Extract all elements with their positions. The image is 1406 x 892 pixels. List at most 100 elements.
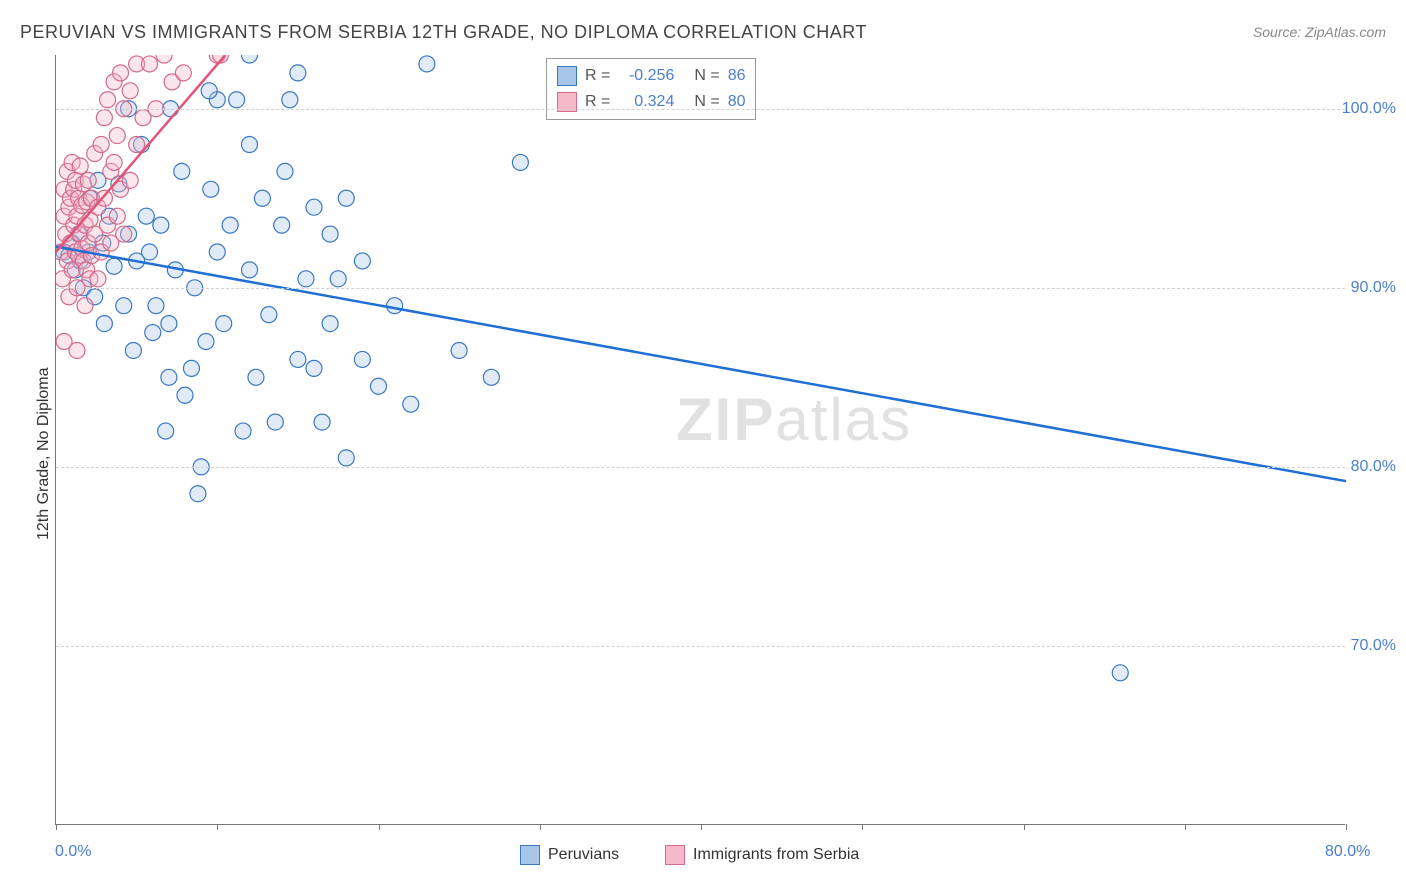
data-point [209, 244, 225, 260]
data-point [403, 396, 419, 412]
data-point [242, 262, 258, 278]
y-tick-label: 100.0% [1342, 100, 1396, 118]
x-tick [862, 824, 863, 830]
data-point [330, 271, 346, 287]
x-tick [379, 824, 380, 830]
data-point [354, 253, 370, 269]
data-point [235, 423, 251, 439]
data-point [158, 423, 174, 439]
trend-line [56, 247, 1346, 482]
legend-row: R = -0.256 N = 86 [557, 63, 745, 89]
data-point [148, 298, 164, 314]
data-point [1112, 665, 1128, 681]
data-point [277, 163, 293, 179]
data-point [201, 83, 217, 99]
data-point [138, 208, 154, 224]
data-point [190, 486, 206, 502]
y-tick-label: 80.0% [1351, 458, 1396, 476]
legend-r-value: -0.256 [618, 67, 674, 85]
gridline-h [56, 467, 1345, 468]
correlation-legend: R = -0.256 N = 86 R = 0.324N =80 [546, 58, 756, 120]
data-point [125, 342, 141, 358]
data-point [153, 217, 169, 233]
data-point [338, 190, 354, 206]
data-point [203, 181, 219, 197]
source-attribution: Source: ZipAtlas.com [1253, 24, 1386, 40]
data-point [216, 316, 232, 332]
data-point [282, 92, 298, 108]
y-tick-label: 90.0% [1351, 279, 1396, 297]
data-point [274, 217, 290, 233]
gridline-h [56, 109, 1345, 110]
data-point [116, 226, 132, 242]
plot-area: ZIPatlas R =-0.256N =86R = 0.324N =80 [55, 55, 1345, 825]
data-point [322, 226, 338, 242]
data-point [96, 110, 112, 126]
data-point [512, 154, 528, 170]
legend-item: Peruvians [520, 845, 619, 865]
data-point [222, 217, 238, 233]
data-point [77, 298, 93, 314]
data-point [254, 190, 270, 206]
data-point [142, 244, 158, 260]
data-point [387, 298, 403, 314]
data-point [451, 342, 467, 358]
data-point [156, 55, 172, 63]
data-point [72, 158, 88, 174]
data-point [90, 271, 106, 287]
data-point [80, 172, 96, 188]
data-point [483, 369, 499, 385]
legend-item: Immigrants from Serbia [665, 845, 859, 865]
data-point [290, 65, 306, 81]
data-point [314, 414, 330, 430]
data-point [248, 369, 264, 385]
x-tick [56, 824, 57, 830]
x-tick [1024, 824, 1025, 830]
data-point [175, 65, 191, 81]
x-tick [701, 824, 702, 830]
data-point [242, 55, 258, 63]
legend-label: Immigrants from Serbia [693, 846, 859, 864]
gridline-h [56, 646, 1345, 647]
x-tick-label: 80.0% [1325, 843, 1370, 861]
data-point [161, 316, 177, 332]
legend-n-label: N = [694, 67, 719, 85]
data-point [93, 137, 109, 153]
data-point [354, 351, 370, 367]
scatter-svg [56, 55, 1346, 825]
data-point [109, 208, 125, 224]
x-tick [217, 824, 218, 830]
legend-row: R = 0.324N =80 [557, 89, 745, 115]
legend-swatch [665, 845, 685, 865]
y-axis-label: 12th Grade, No Diploma [35, 367, 53, 540]
data-point [290, 351, 306, 367]
data-point [69, 342, 85, 358]
gridline-h [56, 288, 1345, 289]
legend-swatch [557, 66, 577, 86]
data-point [298, 271, 314, 287]
data-point [229, 92, 245, 108]
data-point [338, 450, 354, 466]
data-point [322, 316, 338, 332]
data-point [306, 199, 322, 215]
data-point [113, 65, 129, 81]
legend-r-label: R = [585, 67, 610, 85]
data-point [106, 258, 122, 274]
data-point [371, 378, 387, 394]
x-tick-label: 0.0% [55, 843, 91, 861]
data-point [122, 83, 138, 99]
data-point [106, 154, 122, 170]
legend-n-value: 86 [728, 67, 746, 85]
data-point [116, 298, 132, 314]
data-point [161, 369, 177, 385]
data-point [242, 137, 258, 153]
data-point [198, 334, 214, 350]
data-point [306, 360, 322, 376]
data-point [174, 163, 190, 179]
data-point [122, 172, 138, 188]
legend-label: Peruvians [548, 846, 619, 864]
legend-swatch [520, 845, 540, 865]
data-point [419, 56, 435, 72]
data-point [261, 307, 277, 323]
data-point [100, 92, 116, 108]
